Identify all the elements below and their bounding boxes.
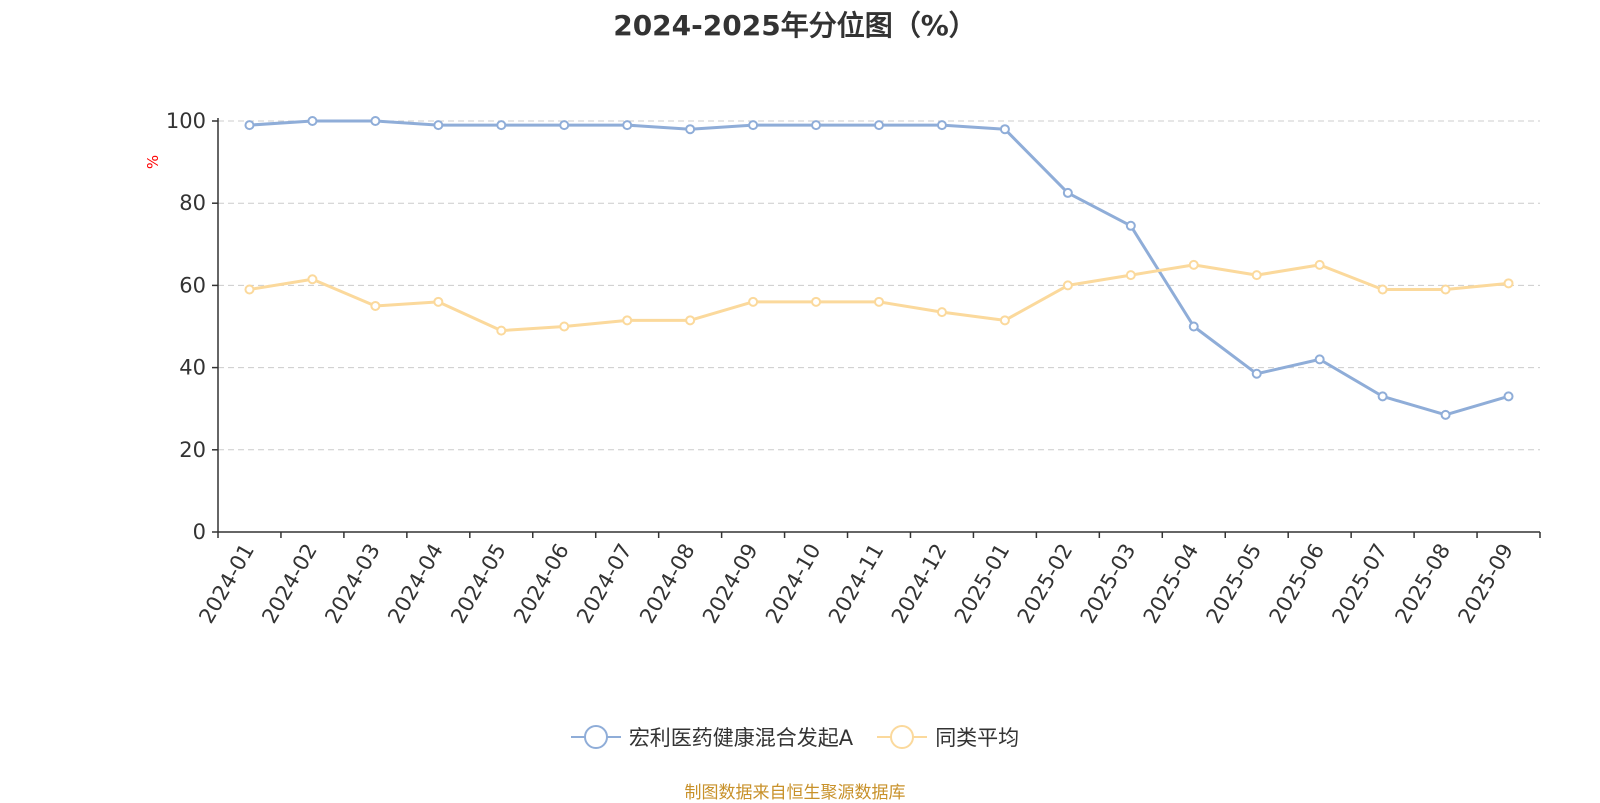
data-point-series-1[interactable] <box>433 296 444 307</box>
data-point-series-1[interactable] <box>1188 259 1199 270</box>
data-point-series-0[interactable] <box>999 124 1010 135</box>
data-point-series-0[interactable] <box>685 124 696 135</box>
data-point-series-0[interactable] <box>1251 368 1262 379</box>
data-point-series-0[interactable] <box>1440 409 1451 420</box>
legend: 宏利医药健康混合发起A 同类平均 <box>0 722 1590 752</box>
x-tick-label: 2025-01 <box>950 540 1015 628</box>
legend-peer-symbol-icon <box>877 725 928 749</box>
x-tick-label: 2024-11 <box>824 540 889 628</box>
data-point-series-0[interactable] <box>307 116 318 126</box>
x-tick-label: 2024-03 <box>320 540 385 628</box>
y-tick-label: 80 <box>179 191 206 215</box>
y-tick-label: 100 <box>166 109 206 133</box>
data-point-series-1[interactable] <box>307 274 318 285</box>
data-point-series-1[interactable] <box>370 300 381 311</box>
x-tick-label: 2024-08 <box>635 540 700 628</box>
data-point-series-1[interactable] <box>999 315 1010 326</box>
data-point-series-0[interactable] <box>1314 354 1325 365</box>
y-tick-label: 20 <box>179 438 206 462</box>
data-point-series-0[interactable] <box>1125 220 1136 231</box>
data-point-series-0[interactable] <box>559 120 570 131</box>
chart-title: 2024-2025年分位图（%） <box>613 9 977 42</box>
data-point-series-1[interactable] <box>1251 270 1262 281</box>
data-point-series-0[interactable] <box>622 120 633 131</box>
data-point-series-0[interactable] <box>1377 391 1388 402</box>
x-tick-label: 2024-07 <box>572 540 637 628</box>
x-tick-label: 2025-08 <box>1390 540 1455 628</box>
data-point-series-0[interactable] <box>433 120 444 131</box>
data-point-series-0[interactable] <box>874 120 884 131</box>
series-layer <box>244 116 1514 420</box>
x-tick-label: 2025-07 <box>1327 540 1392 628</box>
data-point-series-1[interactable] <box>685 315 696 326</box>
y-tick-label: 0 <box>193 520 206 544</box>
data-point-series-1[interactable] <box>1125 270 1136 281</box>
data-point-series-1[interactable] <box>1440 284 1451 295</box>
legend-item-peer-average[interactable]: 同类平均 <box>877 722 1019 752</box>
data-point-series-0[interactable] <box>748 120 759 131</box>
legend-fund-symbol-icon <box>570 725 621 749</box>
data-point-series-1[interactable] <box>748 296 759 307</box>
x-tick-label: 2024-06 <box>509 540 574 628</box>
data-point-series-1[interactable] <box>874 296 884 307</box>
data-point-series-0[interactable] <box>1062 187 1073 198</box>
grid-lines <box>218 120 1540 451</box>
data-point-series-0[interactable] <box>496 120 507 131</box>
data-point-series-0[interactable] <box>370 116 381 126</box>
data-point-series-1[interactable] <box>622 315 633 326</box>
x-tick-label: 2025-03 <box>1076 540 1141 628</box>
x-tick-label: 2025-04 <box>1139 540 1204 628</box>
x-tick-label: 2024-12 <box>887 540 952 628</box>
data-point-series-1[interactable] <box>244 284 255 295</box>
x-tick-label: 2025-02 <box>1013 540 1078 628</box>
x-tick-label: 2024-05 <box>446 540 511 628</box>
data-point-series-1[interactable] <box>496 325 507 336</box>
data-point-series-1[interactable] <box>936 307 947 318</box>
x-tick-label: 2024-02 <box>257 540 322 628</box>
x-tick-label: 2024-04 <box>383 540 448 628</box>
y-tick-label: 40 <box>179 356 206 380</box>
y-tick-label: 60 <box>179 273 206 297</box>
data-point-series-0[interactable] <box>1503 391 1514 402</box>
x-tick-label: 2024-10 <box>761 540 826 628</box>
x-tick-label: 2025-05 <box>1202 540 1267 628</box>
data-point-series-1[interactable] <box>1314 259 1325 270</box>
data-point-series-1[interactable] <box>1377 284 1388 295</box>
x-tick-label: 2024-09 <box>698 540 763 628</box>
x-tick-label: 2025-09 <box>1453 540 1518 628</box>
x-tick-label: 2024-01 <box>194 540 259 628</box>
y-axis-unit-label: % <box>144 155 162 169</box>
data-point-series-0[interactable] <box>1188 321 1199 332</box>
legend-item-fund[interactable]: 宏利医药健康混合发起A <box>570 722 854 752</box>
data-point-series-0[interactable] <box>244 120 255 131</box>
data-point-series-1[interactable] <box>559 321 570 332</box>
legend-peer-label: 同类平均 <box>935 726 1020 750</box>
data-point-series-1[interactable] <box>811 296 822 307</box>
legend-fund-label: 宏利医药健康混合发起A <box>628 726 854 750</box>
data-point-series-1[interactable] <box>1062 280 1073 291</box>
source-note: 制图数据来自恒生聚源数据库 <box>684 783 906 803</box>
x-tick-label: 2025-06 <box>1265 540 1330 628</box>
data-point-series-1[interactable] <box>1503 278 1514 289</box>
data-point-series-0[interactable] <box>936 120 947 131</box>
data-point-series-0[interactable] <box>811 120 822 131</box>
